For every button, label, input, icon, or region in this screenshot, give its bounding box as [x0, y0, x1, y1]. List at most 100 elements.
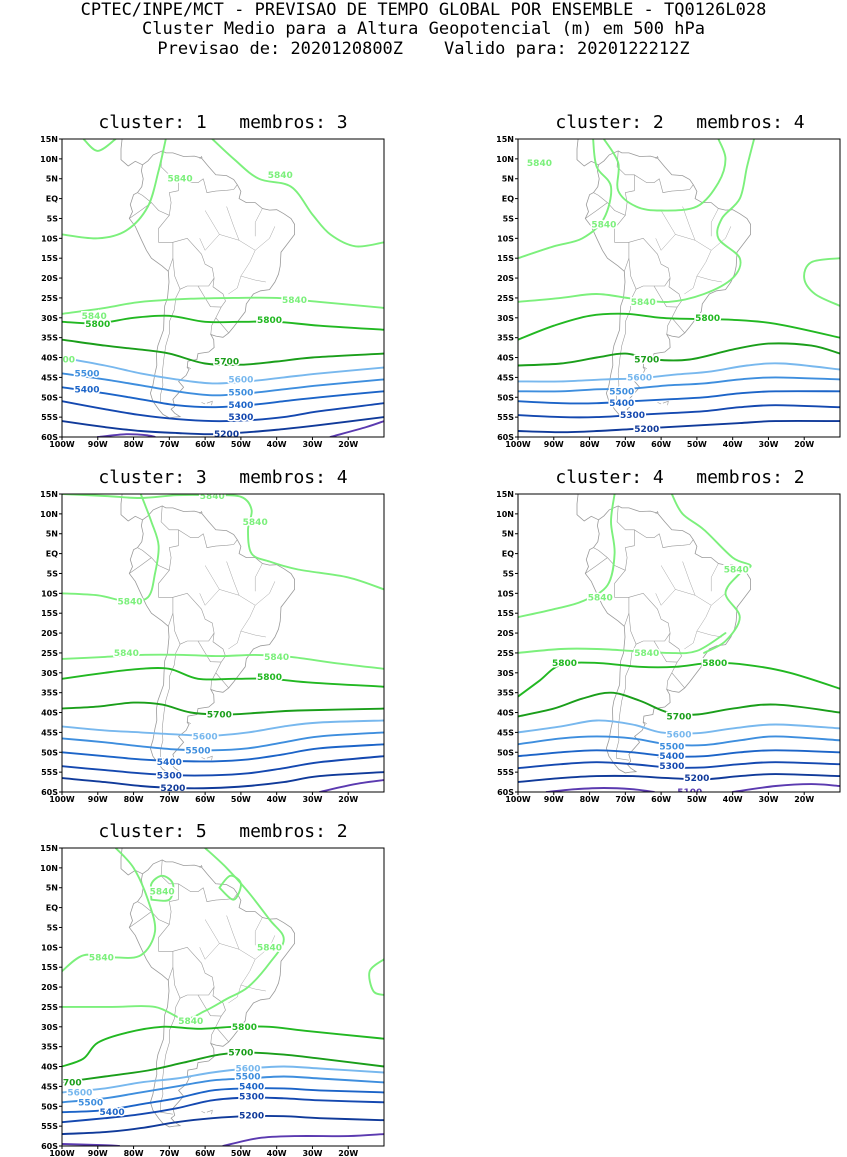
island-outline [199, 155, 203, 160]
contour-5700 [62, 338, 384, 366]
lon-tick-label: 30W [302, 795, 322, 804]
lon-tick-label: 30W [302, 440, 322, 449]
country-border [614, 570, 630, 627]
contour-label-5840: 5840 [82, 312, 107, 322]
map-frame [517, 138, 841, 438]
state-border [710, 563, 719, 592]
contour-label-5200: 5200 [634, 425, 659, 435]
state-border [204, 919, 256, 1004]
contour-label-5400: 5400 [659, 752, 684, 762]
contour-5840 [62, 296, 384, 315]
contour-5200 [62, 1115, 384, 1136]
lat-tick-label: 55S [497, 413, 514, 422]
island-outline [206, 400, 213, 406]
contour-label-5840: 5840 [168, 175, 193, 185]
lat-tick-label: 20S [497, 629, 514, 638]
contour-label-halo: 5300 [157, 771, 182, 781]
contour-5800 [518, 661, 840, 698]
contour-label-halo: 5600 [627, 373, 652, 383]
contour-5500 [62, 731, 384, 752]
coastline-central-america [576, 139, 599, 167]
contour-label-5300: 5300 [620, 411, 645, 421]
country-border [659, 533, 694, 548]
contour-label-5840: 5840 [634, 649, 659, 659]
map-frame [61, 847, 385, 1147]
lon-tick-label: 60W [195, 795, 215, 804]
lat-tick-label: 15N [40, 844, 58, 853]
panel-title-1: cluster: 1 membros: 3 [98, 112, 348, 133]
island-outline [206, 755, 213, 761]
contour-label-halo: 5600 [236, 1065, 261, 1075]
lat-tick-label: 10S [41, 943, 58, 952]
state-border [682, 561, 696, 596]
contour-label-halo: 5840 [89, 953, 114, 963]
state-border [711, 581, 732, 606]
state-border [226, 206, 240, 241]
contour-5800 [62, 314, 384, 331]
lat-tick-label: 20S [41, 983, 58, 992]
panel-title-2: cluster: 2 membros: 4 [555, 112, 805, 133]
lat-tick-label: 20S [41, 274, 58, 283]
map-frame [61, 493, 385, 793]
island-outline [201, 402, 206, 405]
country-border [628, 237, 671, 290]
contour-label-5700: 5700 [214, 358, 239, 368]
contour-label-5400: 5400 [239, 1082, 264, 1092]
country-border [203, 887, 238, 902]
contour-label-halo: 5400 [157, 758, 182, 768]
lon-tick-label: 30W [758, 795, 778, 804]
contour-label-halo: 5840 [243, 518, 268, 528]
state-border [696, 275, 722, 283]
lat-tick-label: 20S [41, 629, 58, 638]
lat-tick-label: 15S [41, 254, 58, 263]
contour-5600 [62, 1065, 384, 1094]
contour-label-5840: 5840 [117, 597, 142, 607]
island-outline [643, 721, 647, 724]
contour-5400 [518, 390, 840, 405]
contour-label-halo: 5200 [634, 425, 659, 435]
state-border [199, 589, 220, 606]
country-border [215, 661, 229, 689]
contour-label-5840: 5840 [114, 649, 139, 659]
contour-label-halo: 5700 [57, 1078, 82, 1088]
contour-label-5300: 5300 [157, 771, 182, 781]
contour-label-halo: 5840 [527, 159, 552, 169]
lat-tick-label: 60S [497, 433, 514, 442]
lon-tick-label: 30W [302, 1149, 322, 1157]
lat-tick-label: 10S [497, 234, 514, 243]
lon-tick-label: 80W [124, 795, 144, 804]
map-panel-3: 5840 5840 5840 5840 5840 5840 5840 5840 5840 5840… [40, 490, 385, 804]
contour-label-5840: 5840 [243, 518, 268, 528]
contour-5840 [602, 139, 727, 212]
lon-tick-label: 70W [615, 795, 635, 804]
lat-tick-label: 35S [41, 689, 58, 698]
country-border [158, 570, 174, 627]
lon-tick-label: 100W [49, 440, 75, 449]
coastline-central-america [120, 494, 143, 522]
contour-label-halo: 5600 [666, 730, 691, 740]
contour-5840 [518, 494, 616, 619]
lon-tick-label: 60W [195, 440, 215, 449]
contour-5200 [62, 416, 384, 436]
country-border [203, 178, 238, 193]
contour-label-5300: 5300 [228, 413, 253, 423]
contour-label-halo: 5840 [178, 1017, 203, 1027]
contour-5840 [368, 958, 384, 996]
country-border [215, 1015, 229, 1043]
contour-5300 [518, 404, 840, 419]
island-outline [643, 366, 647, 369]
contour-5840 [803, 257, 840, 307]
country-border [197, 278, 226, 308]
coastline-south-america [584, 150, 751, 419]
lon-tick-label: 40W [723, 440, 743, 449]
contour-5100 [731, 783, 840, 792]
contour-label-5400: 5400 [609, 399, 634, 409]
lon-tick-label: 40W [267, 440, 287, 449]
coastline-south-america [128, 859, 295, 1128]
contour-label-5600: 5600 [193, 732, 218, 742]
contour-label-halo: 5840 [257, 943, 282, 953]
lat-tick-label: 40S [41, 354, 58, 363]
contour-5840 [211, 139, 384, 248]
country-border [628, 592, 671, 645]
